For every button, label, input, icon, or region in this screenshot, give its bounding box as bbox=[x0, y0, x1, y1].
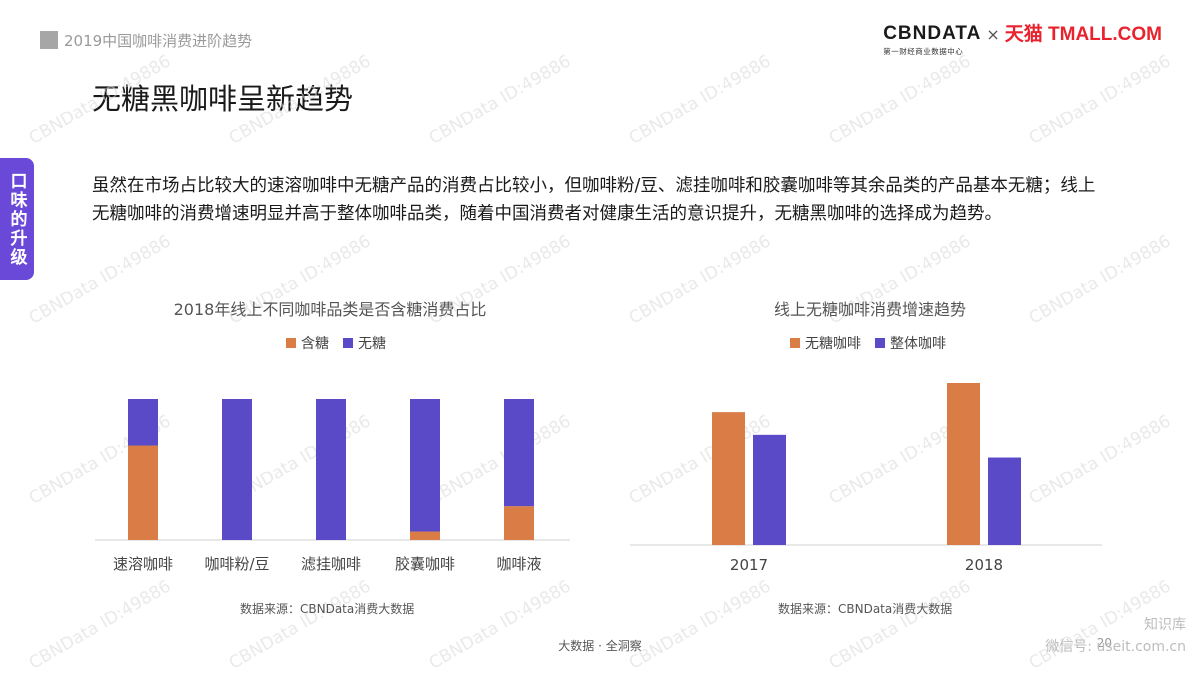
watermark-text: CBNData ID:49886 bbox=[425, 576, 575, 674]
legend-swatch-purple bbox=[343, 338, 353, 348]
chart1-legend-label-0: 含糖 bbox=[301, 336, 329, 352]
watermark-text: CBNData ID:49886 bbox=[1025, 51, 1175, 149]
page-title: 无糖黑咖啡呈新趋势 bbox=[92, 82, 354, 116]
chart2-source: 数据来源：CBNData消费大数据 bbox=[778, 602, 953, 616]
chart1-bar-1-4 bbox=[504, 399, 534, 507]
brand-logos: CBNDATA 第一财经商业数据中心 × 天猫 TMALL.COM bbox=[883, 24, 1162, 60]
chart1-legend-item-0: 含糖 bbox=[286, 333, 329, 353]
chart2-legend-item-0: 无糖咖啡 bbox=[790, 333, 861, 353]
legend-swatch-purple bbox=[875, 338, 885, 348]
chart1-title: 2018年线上不同咖啡品类是否含糖消费占比 bbox=[173, 300, 487, 319]
breadcrumb: 2019中国咖啡消费进阶趋势 bbox=[40, 30, 252, 50]
watermark-text: CBNData ID:49886 bbox=[625, 576, 775, 674]
summary-paragraph: 虽然在市场占比较大的速溶咖啡中无糖产品的消费占比较小，但咖啡粉/豆、滤挂咖啡和胶… bbox=[92, 176, 1096, 224]
watermark-text: CBNData ID:49886 bbox=[225, 576, 375, 674]
chart2-svg: 2017 2018 bbox=[630, 383, 1102, 574]
chart1-legend-label-1: 无糖 bbox=[358, 336, 386, 352]
chart1-bar-0-4 bbox=[504, 506, 534, 540]
page-number: 20 bbox=[1096, 636, 1112, 650]
tmall-logo: 天猫 TMALL.COM bbox=[1004, 24, 1162, 45]
footer-tagline: 大数据 · 全洞察 bbox=[558, 639, 642, 653]
chart2-bar-0-1 bbox=[947, 383, 980, 545]
chart1-tick-label-2: 滤挂咖啡 bbox=[301, 555, 361, 573]
chart1-tick-label-3: 胶囊咖啡 bbox=[395, 555, 455, 573]
chart2-tick-label-0: 2017 bbox=[730, 556, 768, 574]
cbndata-logo-subtitle: 第一财经商业数据中心 bbox=[883, 47, 964, 56]
watermark-text: CBNData ID:49886 bbox=[25, 576, 175, 674]
brand-separator: × bbox=[986, 25, 1000, 44]
chart1-tick-label-1: 咖啡粉/豆 bbox=[204, 555, 269, 573]
chart1-bar-0-0 bbox=[128, 445, 158, 540]
side-tab-label: 口味的升级 bbox=[6, 171, 27, 267]
chart2-legend-item-1: 整体咖啡 bbox=[875, 333, 946, 353]
watermark-text: CBNData ID:49886 bbox=[825, 576, 975, 674]
legend-swatch-orange bbox=[286, 338, 296, 348]
chart2-bar-0-0 bbox=[712, 412, 745, 545]
chart2-legend-label-0: 无糖咖啡 bbox=[805, 336, 861, 352]
legend-swatch-orange bbox=[790, 338, 800, 348]
watermark-text: CBNData ID:49886 bbox=[825, 51, 975, 149]
source-credit: 知识库 微信号: useit.com.cn bbox=[1045, 614, 1186, 658]
breadcrumb-square-icon bbox=[40, 31, 58, 49]
chart2-legend: 无糖咖啡 整体咖啡 bbox=[790, 333, 960, 353]
breadcrumb-label: 2019中国咖啡消费进阶趋势 bbox=[64, 31, 253, 50]
chart2-tick-label-1: 2018 bbox=[965, 556, 1003, 574]
credit-line-1: 知识库 bbox=[1144, 617, 1186, 633]
chart2-bar-1-1 bbox=[988, 457, 1021, 545]
chart1-svg: 速溶咖啡 咖啡粉/豆 滤挂咖啡 胶囊咖啡 咖啡液 bbox=[95, 399, 570, 573]
chart1-legend-item-1: 无糖 bbox=[343, 333, 386, 353]
chart2-legend-label-1: 整体咖啡 bbox=[890, 336, 946, 352]
chart1-legend: 含糖 无糖 bbox=[286, 333, 400, 353]
side-tab: 口味的升级 bbox=[0, 158, 34, 280]
chart1-bar-0-3 bbox=[410, 531, 440, 540]
watermark-text: CBNData ID:49886 bbox=[625, 51, 775, 149]
chart2-title: 线上无糖咖啡消费增速趋势 bbox=[773, 300, 966, 319]
chart2-bar-1-0 bbox=[753, 434, 786, 545]
chart1-bar-1-1 bbox=[222, 399, 252, 540]
chart1-bar-1-2 bbox=[316, 399, 346, 540]
watermark-text: CBNData ID:49886 bbox=[425, 51, 575, 149]
credit-line-2: 微信号: useit.com.cn bbox=[1045, 639, 1186, 655]
cbndata-logo-text: CBNDATA bbox=[883, 23, 982, 44]
chart1-bar-1-3 bbox=[410, 399, 440, 532]
chart1-tick-label-0: 速溶咖啡 bbox=[113, 555, 173, 573]
chart1-source: 数据来源：CBNData消费大数据 bbox=[240, 602, 415, 616]
chart1-bar-1-0 bbox=[128, 399, 158, 446]
cbndata-logo: CBNDATA 第一财经商业数据中心 bbox=[883, 24, 981, 57]
chart1-tick-label-4: 咖啡液 bbox=[496, 555, 541, 573]
